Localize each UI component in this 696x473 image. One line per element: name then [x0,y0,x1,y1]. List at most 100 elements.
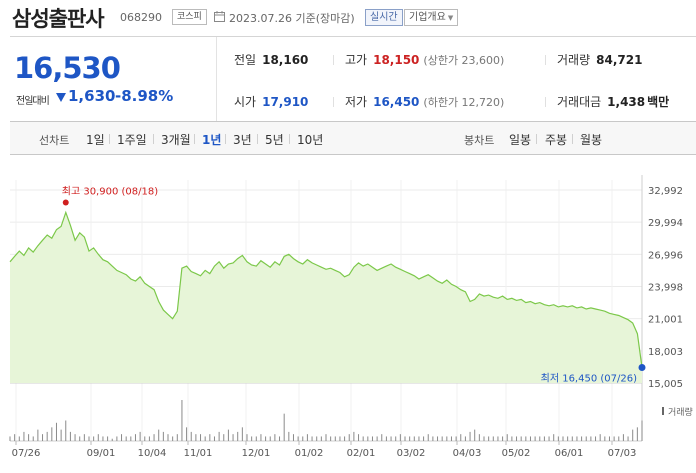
price-line [9,210,643,368]
x-tick-label: 11/01 [184,448,213,459]
volume-bar [232,434,234,441]
volume-bar [367,436,369,441]
volume-bar [613,436,615,441]
stat-label: 고가 [345,53,368,67]
x-tick-label: 07/03 [608,448,637,459]
low-marker [638,363,646,371]
period-10y[interactable]: 10년 [297,133,324,147]
y-tick-label: 23,998 [648,283,683,294]
volume-bar [83,434,85,441]
volume-bar [302,436,304,441]
volume-bar [265,436,267,441]
y-tick-label: 18,003 [648,347,683,358]
volume-bar [529,436,531,441]
volume-bar [144,436,146,441]
volume-bar [148,436,150,441]
volume-bar [585,436,587,441]
company-overview-button[interactable]: 기업개요 ▼ [404,9,459,26]
x-tick-label: 09/01 [87,448,116,459]
x-tick-label: 04/03 [453,448,482,459]
volume-bar [604,436,606,441]
volume-bar [520,436,522,441]
volume-bar [636,427,638,441]
volume-bar [446,436,448,441]
candle-chart-label: 봉차트 [464,134,495,147]
price-summary: 16,530 전일대비 1,630 -8.98% [10,37,217,121]
volume-bar [200,434,202,441]
volume-bar [213,436,215,441]
volume-bar [418,436,420,441]
volume-bar [590,436,592,441]
volume-bar [516,436,518,441]
volume-bar [404,436,406,441]
volume-bar [497,436,499,441]
divider [257,134,258,144]
y-tick-label: 26,996 [648,250,683,261]
x-tick-label: 02/01 [347,448,376,459]
volume-bar [297,436,299,441]
volume-bar [344,436,346,441]
candle-daily[interactable]: 일봉 [509,133,532,147]
stat-value: 1,438 [607,95,646,109]
stock-name: 삼성출판사 [12,7,105,31]
candle-monthly[interactable]: 월봉 [580,133,603,147]
period-1w[interactable]: 1주일 [117,133,147,147]
volume-bar [28,434,30,441]
divider [289,134,290,144]
volume-bar [627,436,629,441]
volume-bar [306,434,308,441]
stock-header: 삼성출판사 068290 코스피 2023.07.26 기준(장마감) 실시간 … [0,0,696,36]
volume-bar [441,436,443,441]
stat-open: 시가 17,910 [234,93,308,110]
volume-bar [241,427,243,441]
volume-bar [190,431,192,441]
x-tick-label: 05/02 [502,448,531,459]
volume-bar [134,434,136,441]
line-chart-label: 선차트 [39,134,70,147]
volume-bar [553,434,555,441]
volume-bar [288,431,290,441]
y-tick-label: 21,001 [648,315,683,326]
volume-bar [176,434,178,441]
volume-bar [269,436,271,441]
market-badge: 코스피 [172,9,207,25]
period-5y[interactable]: 5년 [265,133,284,147]
x-tick-label: 01/02 [295,448,324,459]
volume-bar [334,436,336,441]
chevron-down-icon: ▼ [447,14,454,22]
volume-bar [450,436,452,441]
period-3y[interactable]: 3년 [233,133,252,147]
volume-bar [167,434,169,441]
volume-bar [632,429,634,441]
stat-prev-close: 전일 18,160 [234,51,308,68]
volume-bar [469,431,471,441]
volume-bar [292,434,294,441]
volume-bar [348,434,350,441]
volume-bar [562,436,564,441]
volume-bar [121,434,123,441]
divider [536,134,537,144]
volume-bar [502,436,504,441]
chart-toolbar: 선차트 1일 1주일 3개월 1년 3년 5년 10년 봉차트 일봉 주봉 월봉 [10,122,696,155]
candle-weekly[interactable]: 주봉 [545,133,568,147]
x-tick-label: 03/02 [397,448,426,459]
volume-legend-mark [662,407,664,415]
volume-bar [618,436,620,441]
volume-bar [455,436,457,441]
volume-bar [423,436,425,441]
realtime-button[interactable]: 실시간 [365,9,403,26]
volume-bar [42,434,44,441]
volume-bar [55,422,57,441]
stat-label: 전일 [234,53,257,67]
volume-bar [93,436,95,441]
period-1y[interactable]: 1년 [202,133,222,147]
volume-bar [595,436,597,441]
period-1d[interactable]: 1일 [86,133,105,147]
period-3m[interactable]: 3개월 [161,133,191,147]
volume-bar [223,434,225,441]
y-tick-label: 29,994 [648,218,683,229]
current-price: 16,530 [14,51,121,85]
volume-bar [283,413,285,441]
volume-bar [534,436,536,441]
volume-bar [571,436,573,441]
